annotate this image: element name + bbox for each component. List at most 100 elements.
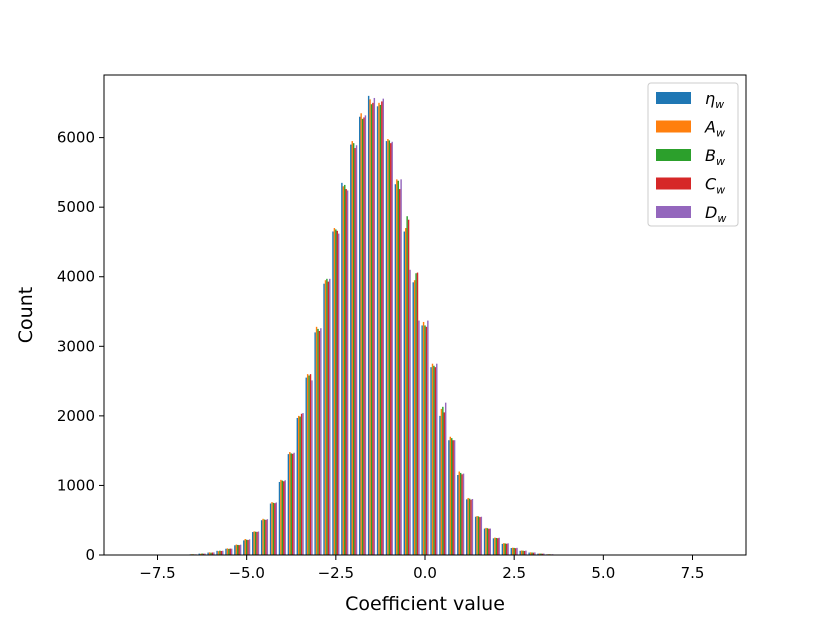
bar-series-4-bin-34 xyxy=(498,537,500,555)
bar-series-0-bin-9 xyxy=(269,503,272,555)
bar-series-2-bin-29 xyxy=(451,438,453,555)
bar-series-3-bin-22 xyxy=(390,143,392,556)
bar-series-1-bin-22 xyxy=(387,139,389,555)
bar-series-2-bin-7 xyxy=(254,531,257,555)
y-tick-label: 6000 xyxy=(57,129,95,147)
bar-series-4-bin-29 xyxy=(453,440,456,555)
bar-series-0-bin-22 xyxy=(385,141,388,555)
bar-series-0-bin-13 xyxy=(305,377,307,555)
bar-series-4-bin-20 xyxy=(373,97,376,556)
bar-series-4-bin-27 xyxy=(436,363,438,555)
bar-series-4-bin-3 xyxy=(222,550,224,555)
bar-series-1-bin-17 xyxy=(342,186,345,556)
bar-series-1-bin-26 xyxy=(422,321,425,555)
bar-series-3-bin-1 xyxy=(202,553,205,555)
bar-series-2-bin-22 xyxy=(388,140,391,555)
bar-series-4-bin-12 xyxy=(302,413,304,555)
bar-series-2-bin-4 xyxy=(228,548,230,555)
bar-series-2-bin-26 xyxy=(424,325,426,555)
bar-series-1-bin-30 xyxy=(458,471,460,555)
bar-series-3-bin-7 xyxy=(256,531,258,555)
bar-series-1-bin-10 xyxy=(280,479,282,555)
bar-series-3-bin-16 xyxy=(336,230,338,555)
bar-series-3-bin-26 xyxy=(425,326,428,555)
bar-series-2-bin-5 xyxy=(237,544,239,555)
bar-series-4-bin-16 xyxy=(337,233,340,556)
bar-series-1-bin-5 xyxy=(235,544,238,555)
bar-series-2-bin-21 xyxy=(379,104,382,555)
bar-series-0-bin-23 xyxy=(394,184,397,555)
bar-series-0-bin-7 xyxy=(252,532,254,555)
bar-series-2-bin-12 xyxy=(299,416,301,555)
bar-series-4-bin-23 xyxy=(400,179,402,555)
bar-series-2-bin-38 xyxy=(531,552,533,555)
bar-series-0-bin-8 xyxy=(260,520,263,555)
bar-series-1-bin-29 xyxy=(449,436,452,555)
bar-series-2-bin-2 xyxy=(210,552,212,555)
bar-series-4-bin-14 xyxy=(320,328,322,555)
bar-series-1-bin-33 xyxy=(485,527,487,555)
bar-series-0-bin-38 xyxy=(528,552,530,555)
x-tick-label: −5.0 xyxy=(228,564,264,582)
bar-series-2-bin-37 xyxy=(522,550,524,555)
bar-series-0-bin-29 xyxy=(448,440,450,555)
bar-series-2-bin-8 xyxy=(263,519,266,555)
legend-swatch xyxy=(656,92,691,104)
bar-series-3-bin-12 xyxy=(300,413,303,555)
bar-series-2-bin-13 xyxy=(308,375,310,555)
bar-series-0-bin-16 xyxy=(332,231,334,555)
bars-layer xyxy=(189,95,598,556)
bar-series-3-bin-9 xyxy=(274,503,276,555)
x-tick-label: 2.5 xyxy=(502,564,526,582)
bar-series-3-bin-24 xyxy=(407,219,410,555)
legend-swatch xyxy=(656,120,691,133)
bar-series-3-bin-19 xyxy=(363,117,365,556)
x-axis-label: Coefficient value xyxy=(345,593,505,615)
bar-series-1-bin-23 xyxy=(396,179,398,555)
bar-series-4-bin-13 xyxy=(311,380,313,555)
bar-series-2-bin-34 xyxy=(495,537,498,555)
bar-series-4-bin-15 xyxy=(329,278,331,555)
bar-series-0-bin-25 xyxy=(412,282,414,555)
bar-series-3-bin-2 xyxy=(211,552,214,555)
bar-series-0-bin-27 xyxy=(430,367,432,555)
bar-series-3-bin-5 xyxy=(238,545,240,555)
bar-series-1-bin-2 xyxy=(208,552,211,555)
bar-series-0-bin-18 xyxy=(350,144,352,555)
bar-series-4-bin-10 xyxy=(284,480,286,555)
bar-series-0-bin-4 xyxy=(225,548,227,555)
y-axis-label: Count xyxy=(15,287,37,343)
bar-series-4-bin-11 xyxy=(293,452,295,555)
bar-series-4-bin-17 xyxy=(346,190,349,556)
bar-series-1-bin-27 xyxy=(431,363,434,555)
bar-series-0-bin-37 xyxy=(519,550,521,555)
bar-series-2-bin-10 xyxy=(281,480,284,555)
bar-series-1-bin-18 xyxy=(351,141,353,555)
bar-series-1-bin-15 xyxy=(324,280,327,555)
bar-series-0-bin-12 xyxy=(296,417,299,555)
bar-series-3-bin-25 xyxy=(416,272,419,555)
bar-series-4-bin-21 xyxy=(382,98,384,556)
bar-series-1-bin-21 xyxy=(378,102,380,555)
bar-series-0-bin-36 xyxy=(510,548,513,555)
bar-series-2-bin-39 xyxy=(540,553,542,555)
bar-series-0-bin-35 xyxy=(501,543,504,555)
bar-series-4-bin-38 xyxy=(534,552,536,555)
bar-series-0-bin-26 xyxy=(421,325,423,555)
bar-series-4-bin-37 xyxy=(525,550,527,555)
bar-series-1-bin-12 xyxy=(298,415,300,555)
bar-series-2-bin-31 xyxy=(468,498,471,555)
bar-series-0-bin-3 xyxy=(216,550,218,555)
bar-series-2-bin-15 xyxy=(326,278,328,555)
bar-series-1-bin-36 xyxy=(512,547,514,555)
bar-series-4-bin-26 xyxy=(427,320,429,555)
bar-series-4-bin-18 xyxy=(355,145,358,555)
bar-series-3-bin-6 xyxy=(247,540,249,555)
bar-series-1-bin-8 xyxy=(262,518,264,555)
bar-series-3-bin-39 xyxy=(541,553,544,555)
bar-series-2-bin-11 xyxy=(290,453,292,555)
y-tick-label: 3000 xyxy=(57,337,95,355)
x-tick-label: 7.5 xyxy=(681,564,705,582)
y-tick-label: 2000 xyxy=(57,407,95,425)
